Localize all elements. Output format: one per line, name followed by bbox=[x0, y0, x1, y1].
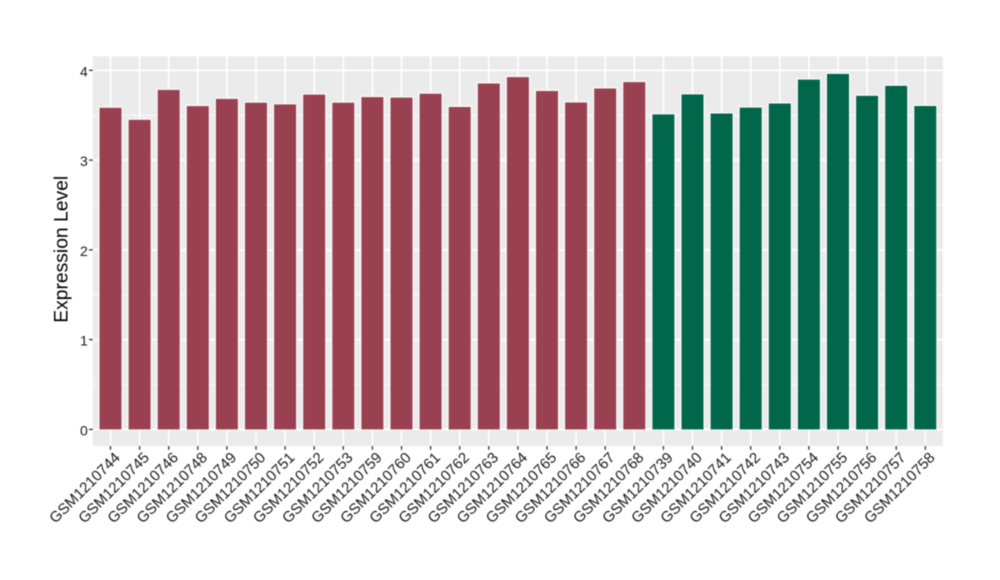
svg-text:2: 2 bbox=[80, 243, 88, 259]
svg-text:1: 1 bbox=[80, 333, 88, 349]
svg-text:0: 0 bbox=[80, 422, 88, 438]
svg-text:3: 3 bbox=[80, 153, 88, 169]
svg-text:4: 4 bbox=[80, 63, 88, 79]
svg-text:Expression Level: Expression Level bbox=[52, 176, 73, 323]
